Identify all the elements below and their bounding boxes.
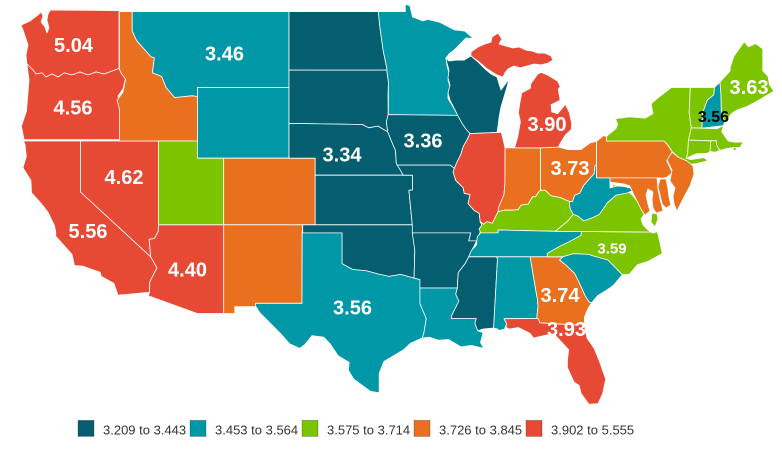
svg-text:5.04: 5.04 [54,35,94,57]
svg-text:4.62: 4.62 [105,167,144,189]
svg-text:3.90: 3.90 [528,114,567,136]
svg-text:3.902 to 5.555: 3.902 to 5.555 [551,423,634,438]
svg-text:3.63: 3.63 [730,77,769,99]
svg-text:5.56: 5.56 [69,221,108,243]
svg-text:3.74: 3.74 [541,285,581,307]
svg-text:3.453 to 3.564: 3.453 to 3.564 [215,423,298,438]
svg-text:4.56: 4.56 [54,98,93,120]
svg-text:3.726 to 3.845: 3.726 to 3.845 [439,423,522,438]
svg-text:3.209 to 3.443: 3.209 to 3.443 [103,423,186,438]
svg-text:3.59: 3.59 [597,241,626,258]
svg-text:3.93: 3.93 [547,319,586,341]
svg-text:3.56: 3.56 [698,109,729,126]
svg-text:3.34: 3.34 [323,145,363,167]
svg-text:3.73: 3.73 [551,158,590,180]
svg-text:3.575 to 3.714: 3.575 to 3.714 [327,423,410,438]
svg-text:3.36: 3.36 [404,131,443,153]
svg-text:3.46: 3.46 [205,44,244,66]
svg-text:4.40: 4.40 [168,260,207,282]
svg-text:3.56: 3.56 [333,298,372,320]
